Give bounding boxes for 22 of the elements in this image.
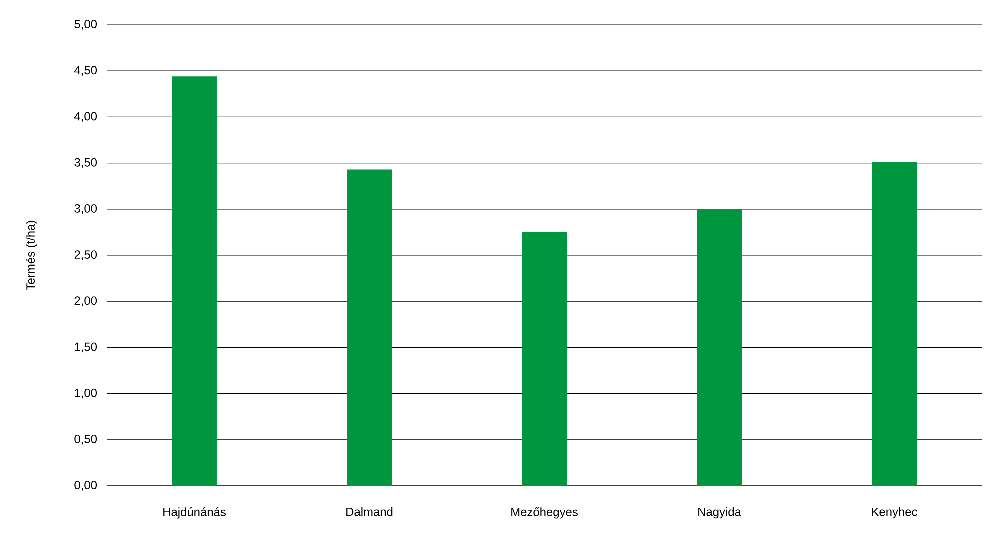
y-tick-label: 2,50	[74, 250, 98, 260]
y-tick-label: 3,50	[74, 158, 98, 168]
y-tick-label: 2,00	[74, 296, 98, 307]
bar	[522, 232, 567, 486]
y-axis-title: Termés (t/ha)	[26, 221, 38, 290]
y-tick-label: 0,50	[74, 434, 98, 445]
y-tick-label: 1,00	[75, 388, 98, 399]
bar	[697, 209, 742, 486]
x-tick-label: Mezőhegyes	[512, 508, 578, 519]
y-tick-label: 3,00	[74, 204, 98, 214]
y-tick-label: 5,00	[74, 20, 98, 30]
x-tick-label: Hajdúnánás	[164, 508, 226, 519]
y-tick-label: 1,50	[75, 342, 98, 353]
bar	[347, 170, 392, 486]
y-tick-label: 0,00	[74, 481, 98, 491]
x-tick-label: Nagyida	[698, 508, 742, 519]
x-tick-label: Dalmand	[346, 508, 393, 516]
y-tick-label: 4,50	[74, 66, 98, 76]
bar	[872, 162, 917, 486]
x-tick-label: Kenyhec	[872, 508, 918, 519]
bar	[172, 76, 217, 486]
y-tick-label: 4,00	[74, 112, 98, 122]
